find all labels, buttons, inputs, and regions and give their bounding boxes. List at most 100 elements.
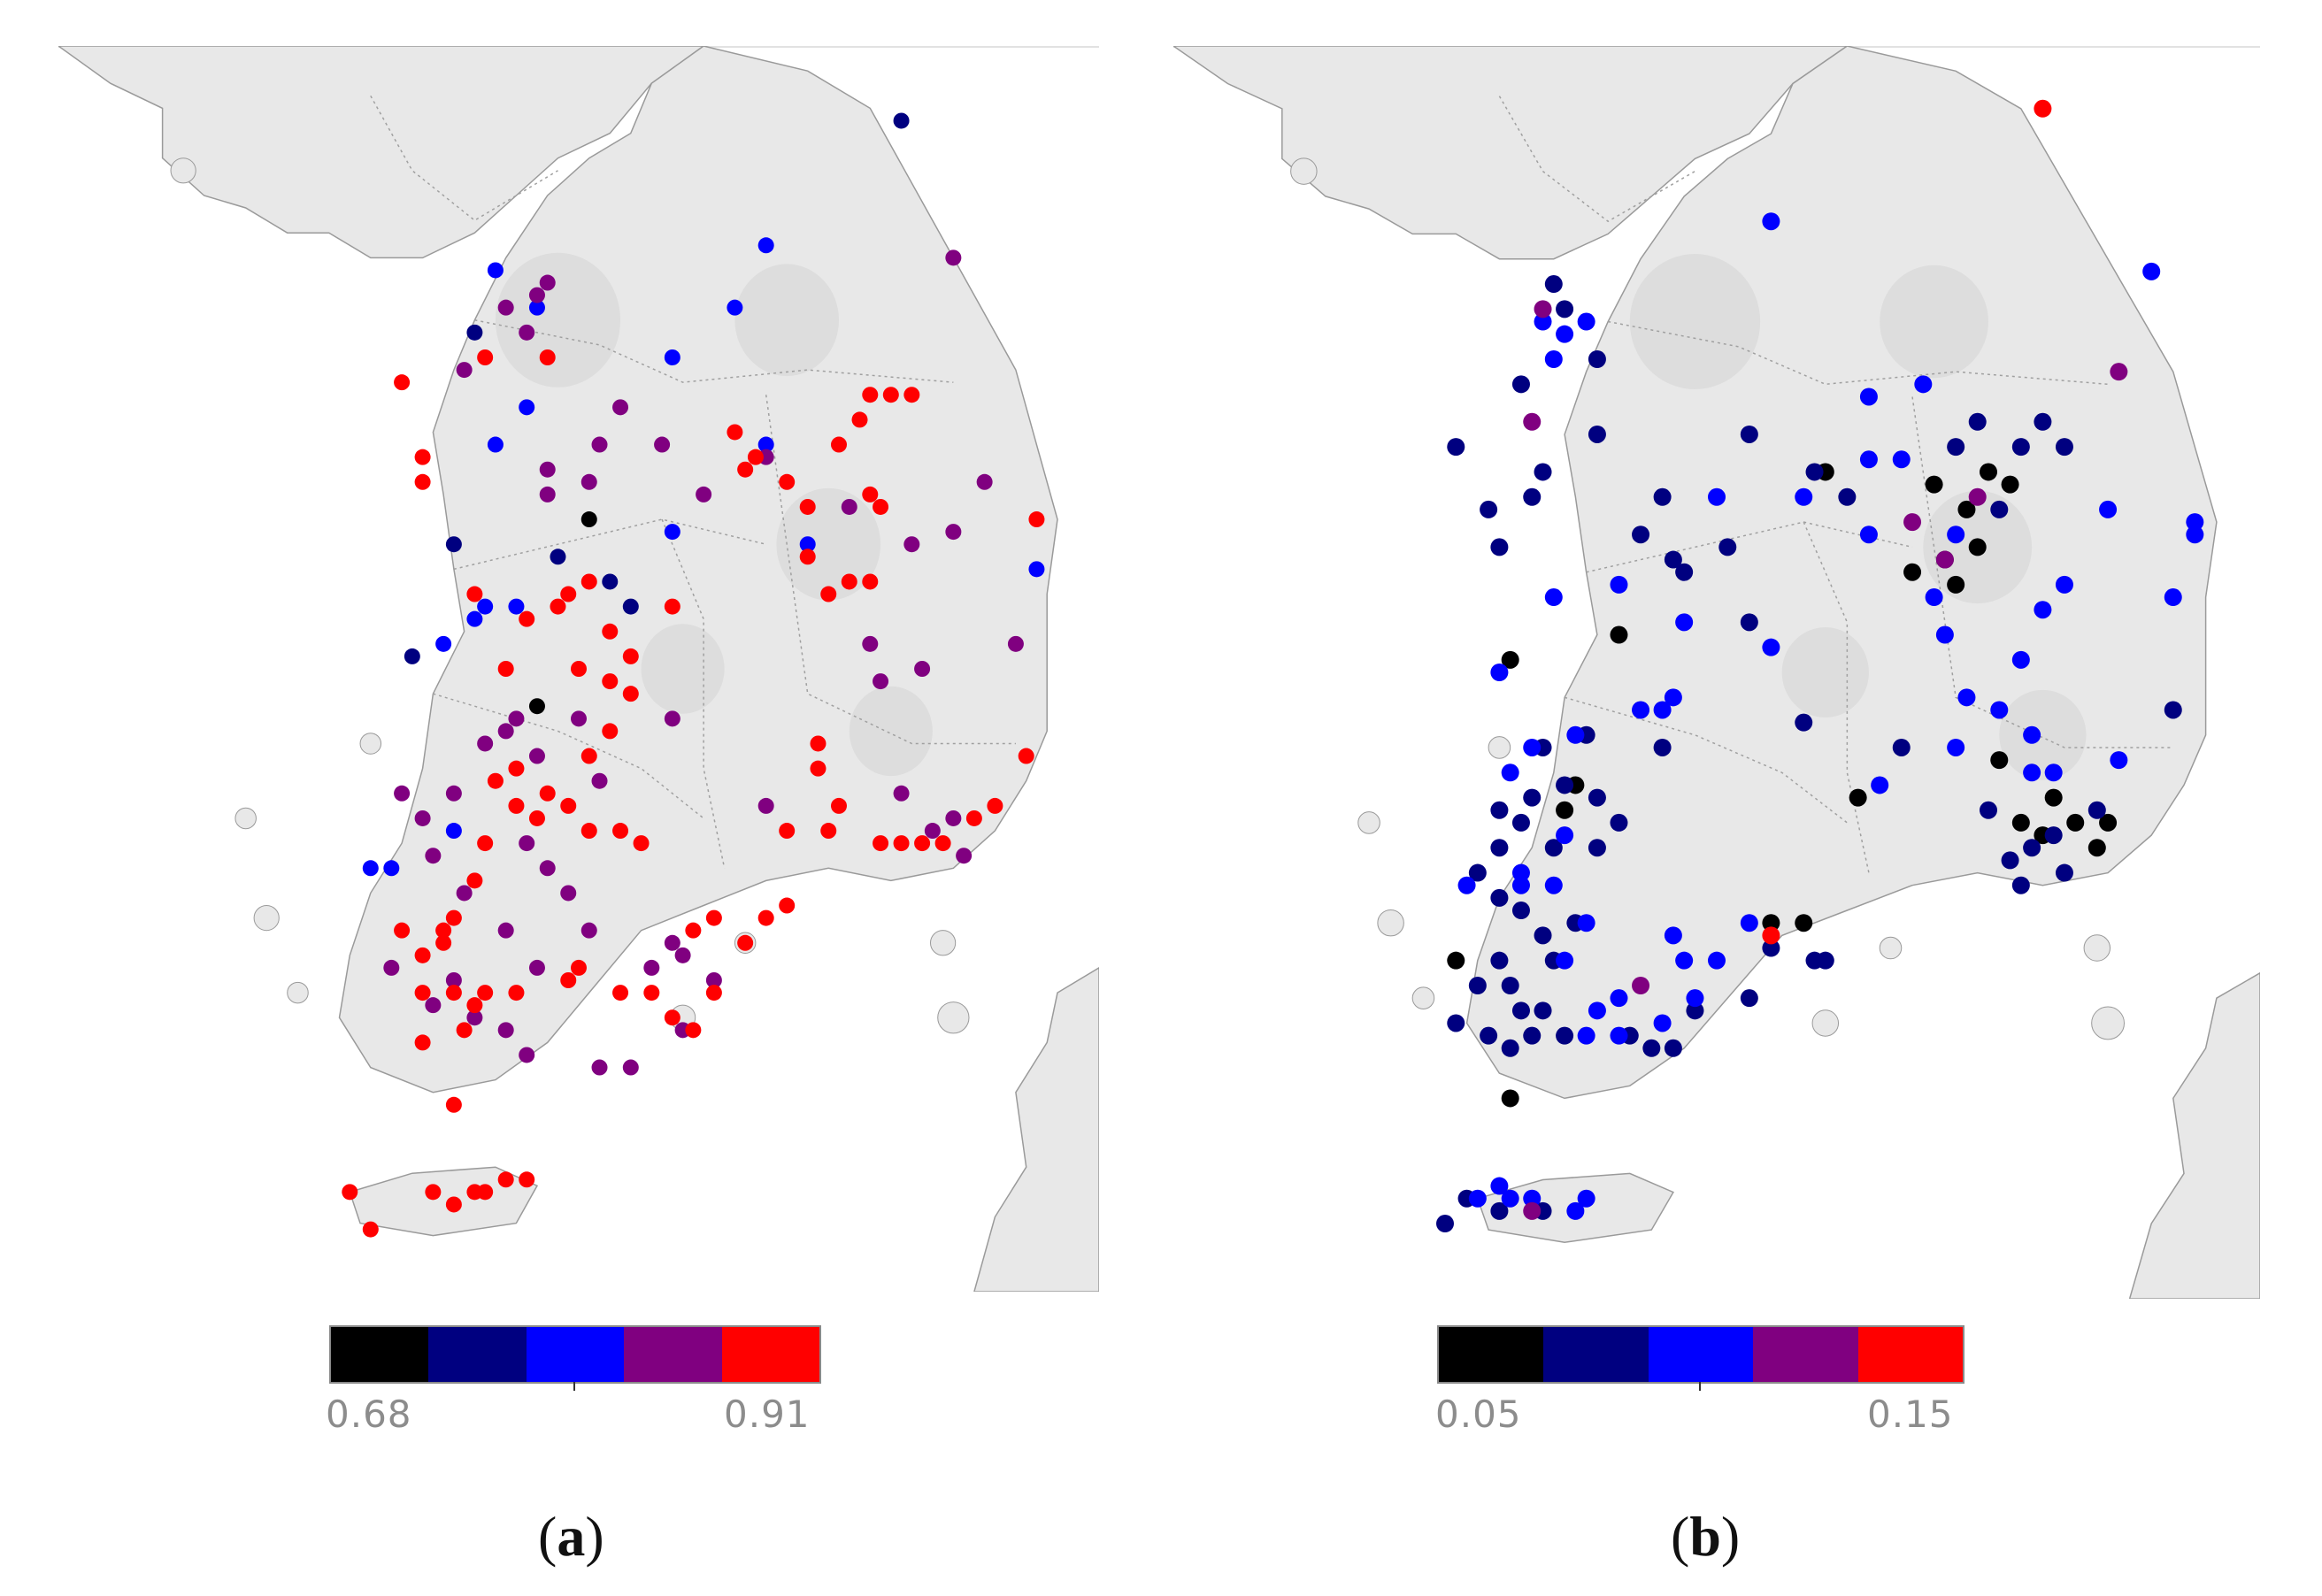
station-purple [914,661,931,677]
station-red [757,909,774,926]
station-blue [1577,1189,1595,1208]
station-purple [757,797,774,814]
station-red [965,810,982,826]
small-island [253,904,280,932]
station-red [810,760,827,777]
station-navy [1534,926,1552,945]
station-black [2001,475,2019,494]
station-blue [1632,701,1650,719]
station-purple [528,959,545,976]
station-red [602,623,619,640]
station-blue [1762,638,1780,656]
terrain-shading [849,686,933,777]
station-purple [1534,300,1552,318]
station-navy [1610,813,1628,832]
station-red [851,411,868,428]
station-red [508,797,525,814]
caption-a: (a) [538,1504,604,1569]
station-navy [1523,788,1542,807]
station-blue [1740,914,1758,932]
station-blue [1566,1201,1585,1220]
terrain-shading [1880,265,1988,379]
station-navy [550,549,566,565]
station-navy [1740,989,1758,1008]
station-navy [1544,275,1563,294]
station-blue [2142,262,2161,280]
station-navy [1490,839,1509,857]
terrain-shading [1781,627,1869,717]
station-navy [1762,939,1780,957]
station-blue [1990,701,2009,719]
station-purple [519,324,535,341]
station-red [508,760,525,777]
station-red [862,387,879,403]
station-navy [1534,1001,1552,1020]
colorbar-swatch-navy [428,1327,527,1382]
station-blue [1935,625,1954,644]
colorbar-swatch-purple [1753,1327,1858,1382]
station-black [2011,813,2030,832]
station-black [1968,538,1987,556]
station-purple [539,486,556,503]
station-navy [1511,1001,1530,1020]
station-blue [727,299,743,316]
colorbar-b-max-label: 0.15 [1867,1393,1954,1436]
station-purple [580,922,597,939]
station-navy [1588,350,1606,368]
station-purple [497,723,514,740]
station-red [477,985,494,1001]
station-navy [1686,1001,1704,1020]
station-blue [2055,575,2073,594]
station-navy [1588,839,1606,857]
station-blue [2186,526,2204,544]
colorbar-b-tick [1699,1382,1701,1391]
station-red [862,573,879,590]
station-navy [1653,738,1672,756]
station-black [1990,751,2009,770]
caption-b: (b) [1671,1504,1740,1569]
station-purple [945,810,962,826]
station-purple [1903,513,1922,532]
station-black [2087,839,2106,857]
station-navy [1675,563,1694,581]
terrain-shading [1999,689,2087,780]
station-blue [2186,513,2204,532]
japan-landmass [2128,971,2260,1299]
station-purple [580,473,597,490]
station-red [580,823,597,840]
station-black [1501,650,1519,669]
colorbar-swatch-blue [1648,1327,1754,1382]
station-purple [445,972,462,988]
station-blue [1490,664,1509,681]
station-purple [873,673,889,690]
station-blue [519,399,535,416]
station-blue [2044,763,2063,782]
station-navy [1480,1026,1498,1045]
station-red [831,797,847,814]
station-blue [2099,500,2118,518]
station-red [477,835,494,852]
station-blue [2034,601,2052,619]
map-a [58,46,1099,1292]
station-red [580,748,597,764]
province-boundary [1498,96,1695,223]
small-island [235,807,257,830]
station-navy [1588,425,1606,443]
station-red [456,1022,473,1039]
station-red [602,673,619,690]
station-purple [591,436,608,453]
station-blue [1588,1001,1606,1020]
station-blue [383,860,400,877]
station-navy [1490,801,1509,819]
caption-b-close: ) [1720,1505,1741,1568]
station-purple [1935,550,1954,569]
colorbar-swatch-blue [526,1327,625,1382]
station-purple [456,885,473,902]
station-navy [1534,463,1552,481]
station-navy [1947,438,1965,457]
province-boundary [1608,320,2109,386]
station-purple [622,1059,639,1076]
station-red [394,374,411,391]
station-blue [1511,863,1530,882]
station-black [1501,1089,1519,1108]
